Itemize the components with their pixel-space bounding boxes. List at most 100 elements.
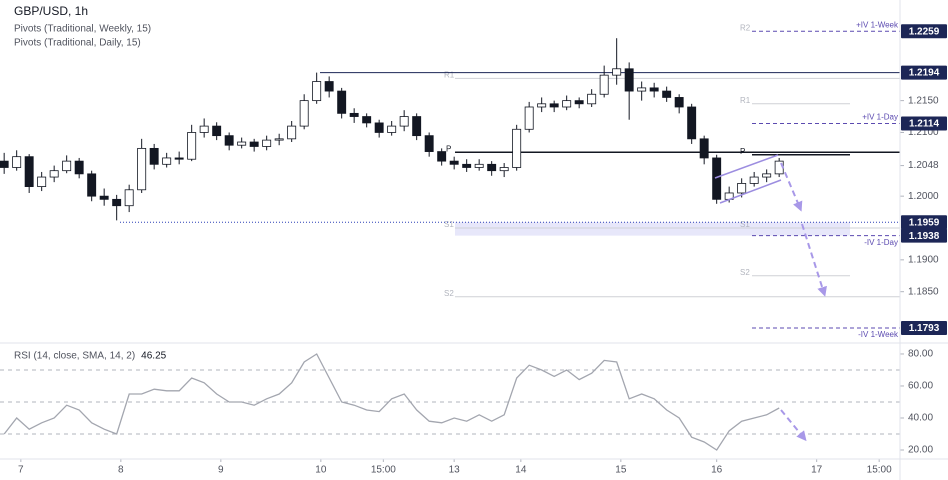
price-marker-label: 1.2194 <box>909 68 940 79</box>
y-tick-label: 1.1900 <box>908 254 939 265</box>
candle-body <box>274 138 284 141</box>
daily-pivot-label: P <box>740 147 745 156</box>
x-tick-label: 15 <box>615 465 627 476</box>
weekly-pivot-label: S1 <box>444 220 454 229</box>
candle-body <box>537 103 547 108</box>
candle-body <box>262 139 272 147</box>
projection-arrow <box>801 223 827 297</box>
candle-body <box>99 195 109 200</box>
price-marker-label: 1.2114 <box>909 119 939 130</box>
candle-body <box>374 122 384 133</box>
rsi-y-tick-label: 80.00 <box>908 349 933 360</box>
indicator-label: Pivots (Traditional, Weekly, 15) <box>14 24 151 35</box>
candle-body <box>349 112 359 117</box>
candle-body <box>712 157 722 200</box>
candle-body <box>612 68 622 76</box>
x-tick-label: 16 <box>711 465 723 476</box>
candle-body <box>387 125 397 133</box>
price-marker-label: 1.1959 <box>909 217 940 228</box>
x-tick-label: 7 <box>18 465 24 476</box>
indicator-label: Pivots (Traditional, Daily, 15) <box>14 38 141 49</box>
candle-body <box>624 68 634 92</box>
price-marker-label: 1.1793 <box>909 323 940 334</box>
price-marker-label: 1.1938 <box>909 231 940 242</box>
candle-body <box>287 125 297 140</box>
candle-body <box>224 135 234 146</box>
candle-body <box>174 157 184 160</box>
x-tick-label: 9 <box>218 465 224 476</box>
daily-pivot-label: R1 <box>740 96 751 105</box>
candle-body <box>87 173 97 197</box>
rsi-last-value: 46.25 <box>141 351 166 362</box>
daily-pivot-label: S1 <box>740 220 750 229</box>
candle-body <box>687 106 697 140</box>
price-marker-box <box>901 65 947 80</box>
candle-body <box>549 103 559 108</box>
candle-body <box>137 147 147 191</box>
candle-body <box>112 198 122 207</box>
rsi-projection-arrow <box>780 409 807 442</box>
back-layer: R1 P S1 S2 R2 R1 P S1 S2 <box>0 23 904 462</box>
candle-body <box>512 128 522 168</box>
candle-body <box>599 74 609 95</box>
daily-pivot-label: S2 <box>740 268 750 277</box>
candle-body <box>74 160 84 175</box>
y-tick-label: 1.2000 <box>908 191 939 202</box>
iv-label: -IV 1-Day <box>864 238 898 247</box>
candle-body <box>749 176 759 184</box>
candle-body <box>362 116 372 124</box>
daily-pivot-label: R2 <box>740 23 751 32</box>
rsi-title: RSI (14, close, SMA, 14, 2) <box>14 351 135 362</box>
iv-label: +IV 1-Week <box>856 20 899 29</box>
candle-body <box>637 87 647 92</box>
x-tick-label: 17 <box>811 465 823 476</box>
iv-label: +IV 1-Day <box>862 113 898 122</box>
candle-body <box>312 81 322 102</box>
candle-body <box>324 81 334 92</box>
y-tick-label: 1.2048 <box>908 160 939 171</box>
x-tick-label: 14 <box>515 465 527 476</box>
x-tick-label: 15:00 <box>867 465 892 476</box>
price-marker-box <box>901 24 947 39</box>
candle-body <box>37 176 47 188</box>
channel-top <box>714 154 779 179</box>
support-zone <box>455 222 850 236</box>
candle-body <box>562 100 572 108</box>
candle-body <box>24 156 34 188</box>
weekly-pivot-label: R1 <box>444 70 455 79</box>
candle-body <box>674 97 684 108</box>
candle-body <box>474 163 484 168</box>
candle-body <box>0 160 9 168</box>
candle-body <box>199 125 209 133</box>
x-tick-label: 15:00 <box>371 465 396 476</box>
candle-body <box>124 189 134 207</box>
candle-body <box>212 125 222 137</box>
y-tick-label: 1.2150 <box>908 95 939 106</box>
price-marker-box <box>901 228 947 243</box>
y-tick-label: 1.2100 <box>908 127 939 138</box>
candle-body <box>449 160 459 165</box>
candle-body <box>399 116 409 127</box>
x-tick-label: 13 <box>449 465 461 476</box>
candle-body <box>699 138 709 159</box>
candle-body <box>762 173 772 178</box>
candle-body <box>662 90 672 98</box>
candle-body <box>524 106 534 130</box>
candle-body <box>649 87 659 92</box>
candle-body <box>162 157 172 165</box>
candle-body <box>487 163 497 172</box>
candle-body <box>337 90 347 114</box>
rsi-y-tick-label: 60.00 <box>908 381 933 392</box>
candle-body <box>499 167 509 172</box>
iv-label: -IV 1-Week <box>858 330 899 339</box>
rsi-y-tick-label: 40.00 <box>908 413 933 424</box>
candle-body <box>49 170 59 178</box>
price-marker-box <box>901 116 947 131</box>
candle-body <box>574 100 584 105</box>
front-layer: 7 8 9 10 15:00 13 14 15 16 17 15:001.21501.21001.2… <box>18 24 947 476</box>
rsi-y-tick-label: 20.00 <box>908 445 933 456</box>
candle-body <box>62 160 72 172</box>
